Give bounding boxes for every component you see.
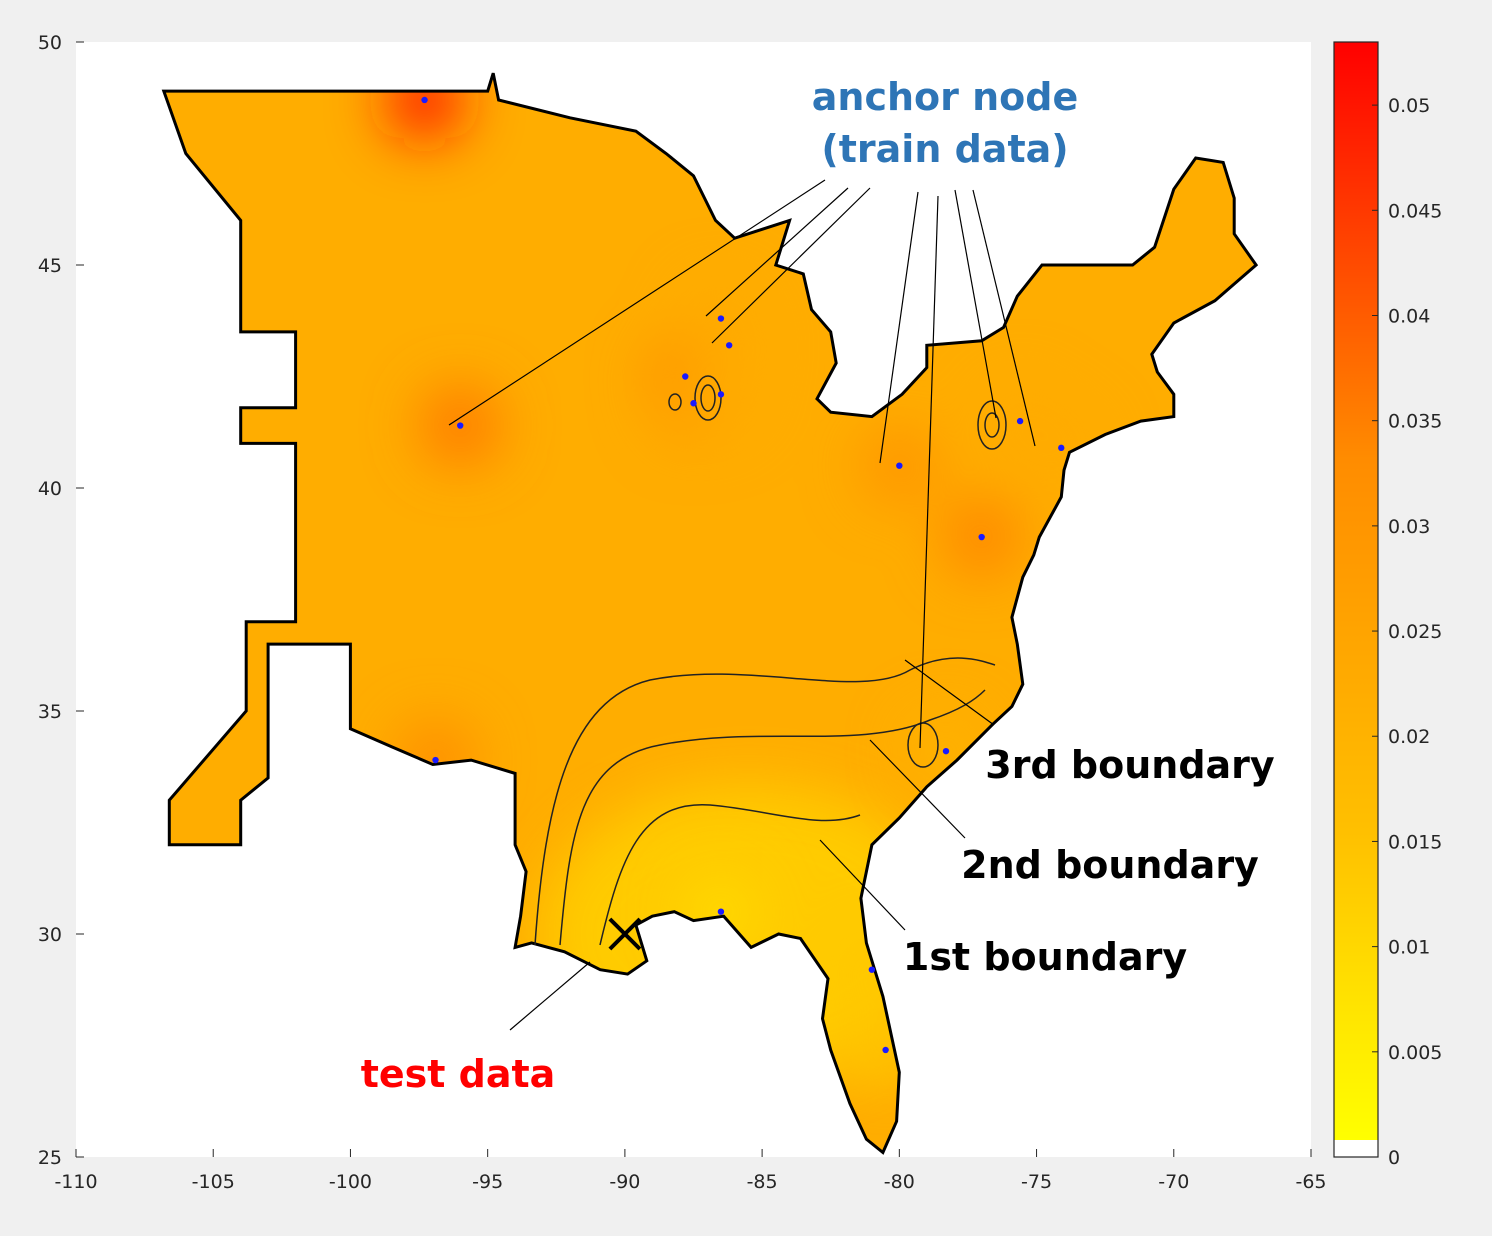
colorbar-ticks: 0 0.005 0.01 0.015 0.02 0.025 0.03 0.035 0.04 0.0… xyxy=(1372,95,1442,1169)
colorbar-tick-label: 0.02 xyxy=(1388,726,1430,748)
y-tick-label: 50 xyxy=(38,32,62,54)
x-tick-label: -110 xyxy=(54,1171,97,1193)
contour-ring xyxy=(668,393,682,411)
axis-ticks: -110 -105 -100 -95 -90 -85 -80 -75 -70 -65 25 30 35 4… xyxy=(38,32,1327,1193)
anchor-node-point xyxy=(682,373,689,380)
colorbar-tick-label: 0.04 xyxy=(1388,305,1430,327)
anchor-node-point xyxy=(717,391,725,398)
colorbar-tick-label: 0.045 xyxy=(1388,200,1442,222)
anchor-node-point xyxy=(868,966,876,973)
colorbar-tick-label: 0.05 xyxy=(1388,95,1430,117)
contour-1st-boundary xyxy=(599,804,861,946)
anchor-markers xyxy=(421,96,1065,1054)
x-tick-label: -65 xyxy=(1295,1171,1326,1193)
y-tick-label: 35 xyxy=(38,701,62,723)
colorbar-tick-label: 0 xyxy=(1388,1147,1400,1169)
leader-lines xyxy=(448,179,1036,1031)
test-data-marker xyxy=(608,917,642,951)
boundary-2nd-label: 2nd boundary xyxy=(961,843,1259,887)
anchor-node-point xyxy=(421,96,428,104)
colorbar-white-segment xyxy=(1334,1140,1378,1157)
x-tick-label: -75 xyxy=(1021,1171,1052,1193)
x-tick-label: -100 xyxy=(329,1171,372,1193)
colorbar-gradient xyxy=(1334,42,1378,1140)
test-data-label: test data xyxy=(361,1052,556,1096)
colorbar: 0 0.005 0.01 0.015 0.02 0.025 0.03 0.035 0.04 0.0… xyxy=(1333,41,1442,1169)
anchor-node-point xyxy=(725,342,733,349)
colorbar-tick-label: 0.015 xyxy=(1388,831,1442,853)
colorbar-tick-label: 0.025 xyxy=(1388,621,1442,643)
contour-ring xyxy=(694,375,722,421)
contour-ring xyxy=(700,384,716,412)
colorbar-tick-label: 0.035 xyxy=(1388,411,1442,433)
anchor-node-point xyxy=(717,908,725,915)
contour-ring xyxy=(984,412,1000,438)
x-tick-label: -105 xyxy=(192,1171,235,1193)
x-tick-label: -90 xyxy=(609,1171,640,1193)
boundary-1st-label: 1st boundary xyxy=(903,935,1187,979)
anchor-node-point xyxy=(1058,444,1065,452)
anchor-node-point xyxy=(1016,417,1024,425)
y-tick-label: 30 xyxy=(38,924,62,946)
x-tick-label: -95 xyxy=(472,1171,503,1193)
colorbar-tick-label: 0.005 xyxy=(1388,1042,1442,1064)
colorbar-tick-label: 0.01 xyxy=(1388,937,1430,959)
anchor-node-point xyxy=(717,315,725,322)
boundary-3rd-label: 3rd boundary xyxy=(985,743,1275,787)
y-tick-label: 45 xyxy=(38,255,62,277)
anchor-node-point xyxy=(978,533,985,541)
anchor-node-point xyxy=(432,756,439,764)
contour-2nd-boundary xyxy=(559,689,986,946)
anchor-node-point xyxy=(882,1046,889,1054)
anchor-node-point xyxy=(457,422,464,429)
colorbar-frame xyxy=(1333,41,1379,1158)
anchor-train-label: (train data) xyxy=(821,127,1068,171)
y-tick-label: 40 xyxy=(38,478,62,500)
contour-ring xyxy=(907,722,939,768)
x-tick-label: -70 xyxy=(1158,1171,1189,1193)
contour-ring xyxy=(977,400,1007,450)
x-tick-label: -80 xyxy=(884,1171,915,1193)
contour-lines xyxy=(534,375,1007,946)
contour-3rd-boundary xyxy=(534,657,996,946)
x-tick-label: -85 xyxy=(747,1171,778,1193)
y-tick-label: 25 xyxy=(38,1147,62,1169)
map-outline xyxy=(161,72,1259,1155)
anchor-node-point xyxy=(690,400,697,407)
anchor-node-label: anchor node xyxy=(812,75,1078,119)
colorbar-tick-label: 0.03 xyxy=(1388,516,1430,538)
anchor-node-point xyxy=(896,462,903,469)
anchor-node-point xyxy=(942,747,950,755)
test-x-stroke xyxy=(608,917,642,951)
